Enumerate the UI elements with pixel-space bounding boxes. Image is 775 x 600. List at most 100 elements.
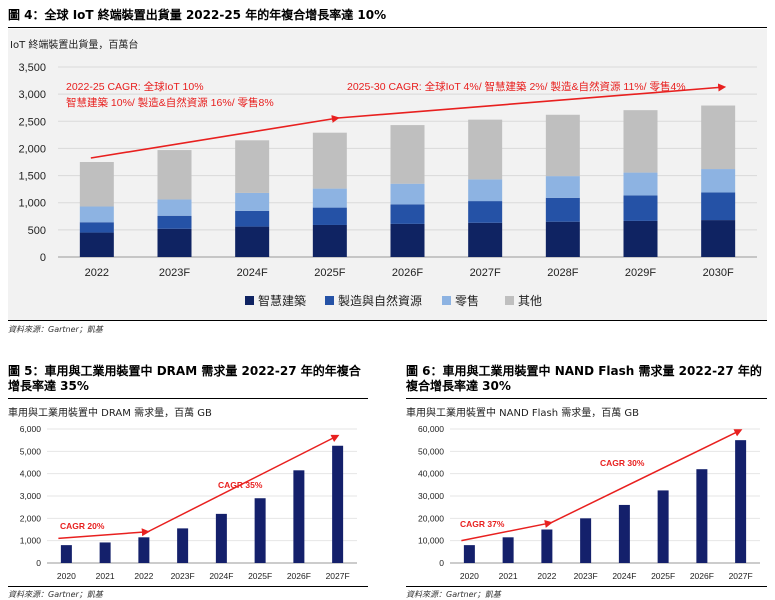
fig4-bottom-rule (8, 320, 767, 321)
fig4-bar-segment (701, 105, 736, 170)
fig5-bar (177, 528, 189, 563)
fig5-unit-label: 車用與工業用裝置中 DRAM 需求量，百萬 GB (8, 408, 212, 419)
fig4-bar-segment (79, 222, 114, 233)
fig5-bar (60, 545, 72, 563)
fig4-bar-segment (390, 183, 425, 205)
fig4-ytick-label: 2,500 (18, 116, 46, 128)
fig6-ytick-label: 40,000 (418, 469, 444, 479)
fig4-bar-segment (79, 206, 114, 223)
fig6-xtick-label: 2021 (499, 571, 518, 581)
fig4-ytick-label: 1,000 (18, 198, 46, 210)
fig4-bar-segment (468, 179, 503, 202)
fig4-bar-segment (701, 169, 736, 193)
fig4-ytick-label: 1,500 (18, 171, 46, 183)
fig5-xtick-label: 2023F (171, 571, 195, 581)
fig6-bar (735, 440, 747, 563)
fig4-source: 資料來源：Gartner；凱基 (8, 325, 103, 334)
fig4-legend-label: 製造與自然資源 (338, 293, 422, 308)
fig4-annotation-left-2: 智慧建築 10%/ 製造&自然資源 16%/ 零售8% (66, 96, 274, 109)
fig6-cagr-arrow-a (461, 520, 553, 542)
fig4-xtick-label: 2023F (159, 267, 190, 279)
fig5-xtick-label: 2022 (134, 571, 153, 581)
fig6-bar (541, 529, 553, 563)
fig4-xtick-label: 2024F (237, 267, 268, 279)
fig5-xtick-label: 2020 (57, 571, 76, 581)
fig5-cagr-label-b: CAGR 35% (218, 480, 263, 490)
fig5-xtick-label: 2026F (287, 571, 311, 581)
fig5-title: 圖 5：車用與工業用裝置中 DRAM 需求量 2022-27 年的年複合 增長率… (8, 364, 361, 393)
fig5-ytick-label: 5,000 (20, 446, 42, 456)
fig4-bar-segment (312, 207, 347, 225)
fig4-legend-label: 其他 (518, 294, 542, 308)
fig6-xtick-label: 2022 (537, 571, 556, 581)
fig6-ytick-label: 30,000 (418, 491, 444, 501)
fig6-cagr-arrow-b (550, 429, 743, 524)
fig4-legend-swatch (442, 296, 451, 305)
fig4-ytick-label: 3,500 (18, 62, 46, 74)
fig6-title: 圖 6：車用與工業用裝置中 NAND Flash 需求量 2022-27 年的 … (406, 364, 762, 393)
fig4-bar-segment (312, 224, 347, 257)
fig5-bar (293, 470, 305, 563)
fig4-legend-swatch (325, 296, 334, 305)
fig6-ytick-label: 60,000 (418, 424, 444, 434)
fig4-bar-segment (390, 223, 425, 257)
fig4-bar-segment (468, 201, 503, 223)
fig6-xtick-label: 2023F (574, 571, 598, 581)
fig4-bar-segment (468, 119, 503, 180)
fig6-ytick-label: 20,000 (418, 513, 444, 523)
fig4-title: 圖 4：全球 IoT 終端裝置出貨量 2022-25 年的年複合增長率達 10% (8, 8, 387, 22)
fig4-bar-segment (312, 188, 347, 208)
fig5-xtick-label: 2024F (209, 571, 233, 581)
fig4-ytick-label: 2,000 (18, 143, 46, 155)
fig4-bar-segment (623, 195, 658, 221)
fig6-source: 資料來源：Gartner；凱基 (406, 590, 501, 599)
fig6-bar (696, 469, 708, 563)
fig4-ytick-label: 3,000 (18, 89, 46, 101)
fig4-xtick-label: 2028F (547, 267, 578, 279)
fig4-bar-segment (545, 221, 580, 257)
fig6-xtick-label: 2024F (612, 571, 636, 581)
fig6-xtick-label: 2027F (729, 571, 753, 581)
fig5-ytick-label: 2,000 (20, 513, 42, 523)
fig4-bar-segment (157, 150, 192, 200)
fig6-ytick-label: 50,000 (418, 446, 444, 456)
fig6-bar (463, 545, 475, 563)
fig6-ytick-label: 0 (439, 558, 444, 568)
fig5-ytick-label: 4,000 (20, 469, 42, 479)
fig4-bar-segment (312, 132, 347, 189)
fig4-xtick-label: 2027F (470, 267, 501, 279)
fig4-bar-segment (701, 220, 736, 257)
fig4-cagr-arrow-2025-30 (337, 83, 727, 119)
fig6-bar (580, 518, 592, 563)
fig6-unit-label: 車用與工業用裝置中 NAND Flash 需求量，百萬 GB (406, 408, 640, 419)
fig4-bar-segment (157, 199, 192, 216)
fig4-xtick-label: 2022 (85, 267, 109, 279)
fig6-chart: 0 10,000 20,000 30,000 40,000 50,000 60,000 202… (418, 424, 760, 581)
fig5-cagr-arrow-a (58, 528, 150, 540)
fig5-cagr-arrow-b (147, 434, 340, 533)
fig4-bar-segment (235, 226, 270, 257)
fig6-title-rule (406, 398, 767, 399)
fig5-chart: 0 1,000 2,000 3,000 4,000 5,000 6,000 2020 2021 2… (20, 424, 357, 581)
fig4-annotation-left-1: 2022-25 CAGR: 全球IoT 10% (66, 80, 204, 93)
fig4-xtick-label: 2029F (625, 267, 656, 279)
fig5-xtick-label: 2025F (248, 571, 272, 581)
fig6-bar (502, 537, 514, 563)
fig5-title-rule (8, 398, 368, 399)
fig4-bar-segment (235, 210, 270, 227)
fig4-bar-segment (390, 125, 425, 184)
fig4-legend-label: 零售 (455, 293, 479, 308)
fig4-ytick-label: 0 (40, 252, 46, 264)
fig4-xtick-label: 2025F (314, 267, 345, 279)
fig5-cagr-label-a: CAGR 20% (60, 521, 105, 531)
fig4-ytick-label: 500 (28, 225, 46, 237)
fig5-xtick-label: 2021 (96, 571, 115, 581)
fig4-bar-segment (701, 192, 736, 221)
fig5-bar (332, 445, 344, 563)
fig4-chart: 0 500 1,000 1,500 2,000 2,500 3,000 3,500 2022 20… (18, 62, 757, 308)
fig5-ytick-label: 0 (36, 558, 41, 568)
fig4-bar-segment (623, 220, 658, 257)
fig5-bar (254, 498, 266, 563)
fig4-bar-segment (545, 176, 580, 198)
fig4-bar-segment (235, 192, 270, 211)
